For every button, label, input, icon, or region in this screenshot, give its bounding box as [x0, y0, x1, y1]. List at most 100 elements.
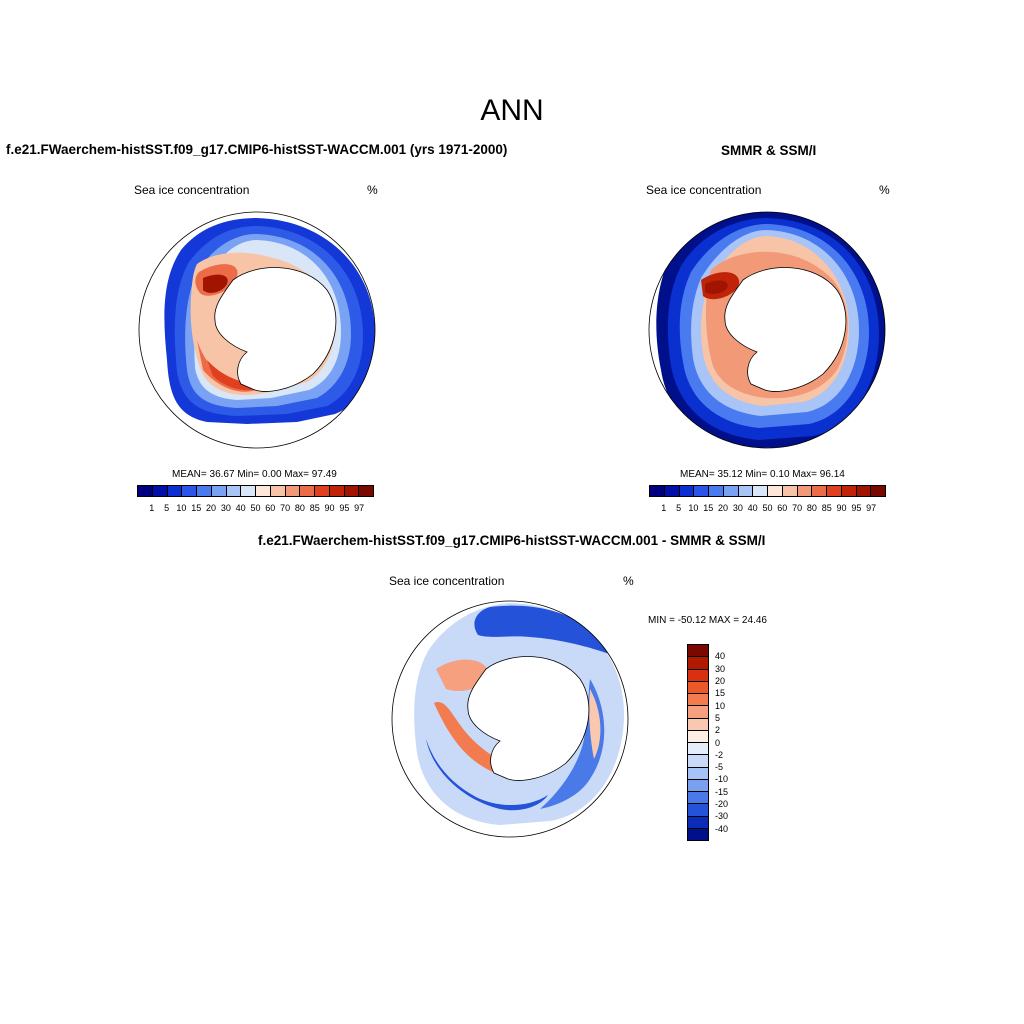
obs-colorbar-labels: 1 5 10 15 20 30 40 50 60 70 80 85 90 95 97 — [649, 503, 886, 515]
colorbar-tick-label: 50 — [250, 503, 261, 513]
colorbar-tick-label: -40 — [715, 823, 729, 834]
colorbar-swatch — [344, 486, 360, 496]
figure-title: ANN — [480, 94, 544, 127]
colorbar-swatch — [688, 645, 708, 658]
obs-variable-label: Sea ice concentration — [646, 183, 762, 197]
colorbar-tick-label: 5 — [715, 712, 721, 723]
colorbar-swatch — [738, 486, 754, 496]
colorbar-swatch — [797, 486, 813, 496]
obs-stats: MEAN= 35.12 Min= 0.10 Max= 96.14 — [680, 469, 845, 480]
colorbar-tick-label: 20 — [715, 675, 726, 686]
colorbar-swatch — [827, 486, 842, 496]
diff-colorbar-labels: 40 30 20 15 10 5 2 0 -2 -5 -10 -15 -20 -30 -40 — [715, 644, 755, 841]
colorbar-tick-label: 60 — [777, 503, 788, 513]
colorbar-tick-label: 20 — [718, 503, 729, 513]
colorbar-swatch — [211, 486, 227, 496]
model-stats: MEAN= 36.67 Min= 0.00 Max= 97.49 — [172, 469, 337, 480]
colorbar-swatch — [812, 486, 827, 496]
colorbar-tick-label: 97 — [354, 503, 365, 513]
colorbar-swatch — [182, 486, 197, 496]
model-variable-label: Sea ice concentration — [134, 183, 250, 197]
colorbar-swatch — [226, 486, 242, 496]
colorbar-swatch — [688, 767, 708, 780]
colorbar-swatch — [782, 486, 798, 496]
colorbar-swatch — [679, 486, 695, 496]
diff-colorbar — [687, 644, 709, 841]
diff-stats: MIN = -50.12 MAX = 24.46 — [648, 615, 767, 626]
model-panel-title: f.e21.FWaerchem-histSST.f09_g17.CMIP6-hi… — [6, 142, 508, 157]
colorbar-swatch — [197, 486, 212, 496]
colorbar-swatch — [285, 486, 301, 496]
colorbar-swatch — [709, 486, 724, 496]
colorbar-swatch — [841, 486, 857, 496]
colorbar-swatch — [688, 743, 708, 756]
colorbar-tick-label: 1 — [149, 503, 155, 513]
colorbar-tick-label: 95 — [339, 503, 350, 513]
colorbar-swatch — [753, 486, 768, 496]
obs-polar-map — [648, 211, 886, 449]
colorbar-tick-label: 97 — [866, 503, 877, 513]
diff-variable-label: Sea ice concentration — [389, 574, 505, 588]
model-colorbar-labels: 1 5 10 15 20 30 40 50 60 70 80 85 90 95 97 — [137, 503, 374, 515]
colorbar-tick-label: 70 — [280, 503, 291, 513]
colorbar-tick-label: 80 — [806, 503, 817, 513]
colorbar-swatch — [688, 816, 708, 829]
colorbar-swatch — [688, 669, 708, 682]
colorbar-swatch — [688, 681, 708, 694]
obs-panel-title: SMMR & SSM/I — [721, 143, 817, 158]
model-colorbar — [137, 485, 374, 497]
colorbar-tick-label: 50 — [762, 503, 773, 513]
colorbar-tick-label: 30 — [715, 663, 726, 674]
colorbar-tick-label: 30 — [220, 503, 231, 513]
colorbar-swatch — [688, 706, 708, 719]
colorbar-tick-label: 90 — [836, 503, 847, 513]
colorbar-swatch — [856, 486, 872, 496]
colorbar-tick-label: -15 — [715, 786, 729, 797]
colorbar-swatch — [688, 730, 708, 743]
colorbar-swatch — [650, 486, 665, 496]
model-polar-map — [138, 211, 376, 449]
colorbar-tick-label: 80 — [294, 503, 305, 513]
colorbar-swatch — [241, 486, 256, 496]
model-units-label: % — [367, 183, 378, 197]
colorbar-swatch — [871, 486, 885, 496]
colorbar-tick-label: 5 — [676, 503, 682, 513]
colorbar-tick-label: -30 — [715, 811, 729, 822]
colorbar-swatch — [167, 486, 183, 496]
colorbar-tick-label: 85 — [309, 503, 320, 513]
colorbar-swatch — [688, 755, 708, 768]
colorbar-tick-label: 15 — [191, 503, 202, 513]
colorbar-swatch — [329, 486, 345, 496]
colorbar-tick-label: 2 — [715, 725, 721, 736]
colorbar-swatch — [152, 486, 168, 496]
colorbar-tick-label: 0 — [715, 737, 721, 748]
colorbar-tick-label: 1 — [661, 503, 667, 513]
colorbar-swatch — [694, 486, 709, 496]
colorbar-swatch — [300, 486, 315, 496]
colorbar-tick-label: 20 — [206, 503, 217, 513]
colorbar-swatch — [138, 486, 153, 496]
colorbar-tick-label: 30 — [732, 503, 743, 513]
colorbar-tick-label: 60 — [265, 503, 276, 513]
colorbar-tick-label: 40 — [235, 503, 246, 513]
colorbar-tick-label: 15 — [703, 503, 714, 513]
colorbar-swatch — [688, 657, 708, 670]
colorbar-swatch — [315, 486, 330, 496]
colorbar-tick-label: -20 — [715, 799, 729, 810]
colorbar-swatch — [688, 792, 708, 805]
colorbar-tick-label: 95 — [851, 503, 862, 513]
colorbar-swatch — [688, 828, 708, 840]
colorbar-tick-label: 10 — [688, 503, 699, 513]
colorbar-swatch — [664, 486, 680, 496]
obs-colorbar — [649, 485, 886, 497]
colorbar-tick-label: 40 — [747, 503, 758, 513]
colorbar-tick-label: 10 — [715, 700, 726, 711]
difference-polar-map — [391, 600, 629, 838]
colorbar-tick-label: 85 — [821, 503, 832, 513]
colorbar-tick-label: 10 — [176, 503, 187, 513]
colorbar-tick-label: 90 — [324, 503, 335, 513]
colorbar-tick-label: 15 — [715, 688, 726, 699]
colorbar-tick-label: -5 — [715, 762, 724, 773]
colorbar-tick-label: 40 — [715, 651, 726, 662]
colorbar-tick-label: 5 — [164, 503, 170, 513]
